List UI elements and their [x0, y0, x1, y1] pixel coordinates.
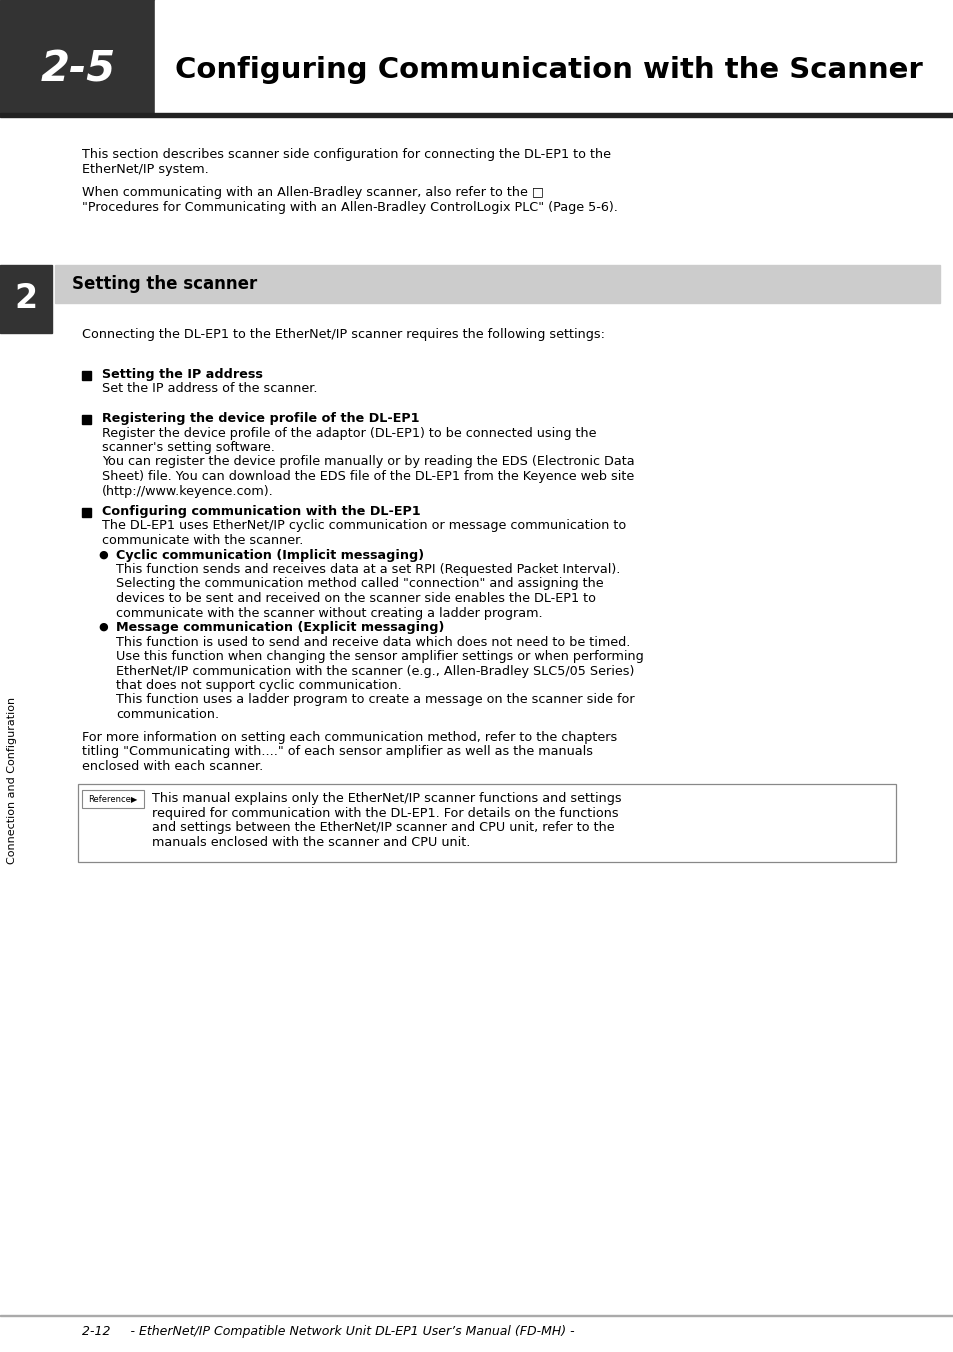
Text: This function is used to send and receive data which does not need to be timed.: This function is used to send and receiv…: [116, 635, 630, 649]
Text: You can register the device profile manually or by reading the EDS (Electronic D: You can register the device profile manu…: [102, 456, 634, 469]
Text: EtherNet/IP system.: EtherNet/IP system.: [82, 164, 209, 176]
Text: ●: ●: [98, 549, 108, 560]
Text: Sheet) file. You can download the EDS file of the DL-EP1 from the Keyence web si: Sheet) file. You can download the EDS fi…: [102, 470, 634, 483]
Bar: [0, 114, 953, 118]
Text: and settings between the EtherNet/IP scanner and CPU unit, refer to the: and settings between the EtherNet/IP sca…: [152, 821, 614, 834]
Text: For more information on setting each communication method, refer to the chapters: For more information on setting each com…: [82, 730, 617, 744]
Text: Setting the IP address: Setting the IP address: [102, 368, 263, 381]
Bar: [82, 415, 91, 425]
Text: Register the device profile of the adaptor (DL-EP1) to be connected using the: Register the device profile of the adapt…: [102, 426, 596, 439]
Text: "Procedures for Communicating with an Allen-Bradley ControlLogix PLC" (Page 5-6): "Procedures for Communicating with an Al…: [82, 201, 618, 214]
Bar: [82, 508, 91, 516]
Text: When communicating with an Allen-Bradley scanner, also refer to the □: When communicating with an Allen-Bradley…: [82, 187, 543, 199]
Text: enclosed with each scanner.: enclosed with each scanner.: [82, 760, 263, 772]
Text: Set the IP address of the scanner.: Set the IP address of the scanner.: [102, 383, 317, 396]
Text: Connection and Configuration: Connection and Configuration: [7, 696, 17, 864]
Text: titling "Communicating with...." of each sensor amplifier as well as the manuals: titling "Communicating with...." of each…: [82, 745, 593, 758]
Text: Cyclic communication (Implicit messaging): Cyclic communication (Implicit messaging…: [116, 549, 424, 561]
Text: manuals enclosed with the scanner and CPU unit.: manuals enclosed with the scanner and CP…: [152, 836, 470, 849]
Bar: [154, 0, 953, 114]
Text: This function sends and receives data at a set RPI (Requested Packet Interval).: This function sends and receives data at…: [116, 562, 619, 576]
Text: This function uses a ladder program to create a message on the scanner side for: This function uses a ladder program to c…: [116, 694, 634, 707]
Text: 2-12     - EtherNet/IP Compatible Network Unit DL-EP1 User’s Manual (FD-MH) -: 2-12 - EtherNet/IP Compatible Network Un…: [82, 1325, 574, 1338]
Text: (http://www.keyence.com).: (http://www.keyence.com).: [102, 484, 274, 498]
Text: devices to be sent and received on the scanner side enables the DL-EP1 to: devices to be sent and received on the s…: [116, 592, 596, 604]
Text: The DL-EP1 uses EtherNet/IP cyclic communication or message communication to: The DL-EP1 uses EtherNet/IP cyclic commu…: [102, 519, 625, 533]
Bar: [0, 0, 154, 114]
Text: 2-5: 2-5: [40, 49, 115, 91]
Text: that does not support cyclic communication.: that does not support cyclic communicati…: [116, 679, 401, 692]
Text: Use this function when changing the sensor amplifier settings or when performing: Use this function when changing the sens…: [116, 650, 643, 662]
Text: Connecting the DL-EP1 to the EtherNet/IP scanner requires the following settings: Connecting the DL-EP1 to the EtherNet/IP…: [82, 329, 604, 341]
Bar: [82, 790, 144, 808]
Text: This section describes scanner side configuration for connecting the DL-EP1 to t: This section describes scanner side conf…: [82, 147, 610, 161]
Text: Configuring Communication with the Scanner: Configuring Communication with the Scann…: [174, 55, 922, 84]
Text: 2: 2: [14, 283, 37, 315]
Bar: [55, 265, 939, 303]
Text: Registering the device profile of the DL-EP1: Registering the device profile of the DL…: [102, 412, 419, 425]
Text: Message communication (Explicit messaging): Message communication (Explicit messagin…: [116, 621, 444, 634]
Text: Configuring communication with the DL-EP1: Configuring communication with the DL-EP…: [102, 506, 420, 518]
Text: scanner's setting software.: scanner's setting software.: [102, 441, 274, 454]
Text: Reference▶: Reference▶: [89, 795, 137, 803]
Bar: [82, 370, 91, 380]
Text: Selecting the communication method called "connection" and assigning the: Selecting the communication method calle…: [116, 577, 603, 591]
Text: communication.: communication.: [116, 708, 219, 721]
Text: communicate with the scanner.: communicate with the scanner.: [102, 534, 303, 548]
Text: ●: ●: [98, 622, 108, 631]
Text: required for communication with the DL-EP1. For details on the functions: required for communication with the DL-E…: [152, 807, 618, 819]
Bar: [78, 784, 895, 863]
Text: communicate with the scanner without creating a ladder program.: communicate with the scanner without cre…: [116, 607, 542, 619]
Bar: [0, 265, 52, 333]
Text: This manual explains only the EtherNet/IP scanner functions and settings: This manual explains only the EtherNet/I…: [152, 792, 621, 804]
Text: EtherNet/IP communication with the scanner (e.g., Allen-Bradley SLC5/05 Series): EtherNet/IP communication with the scann…: [116, 664, 634, 677]
Text: Setting the scanner: Setting the scanner: [71, 274, 257, 293]
